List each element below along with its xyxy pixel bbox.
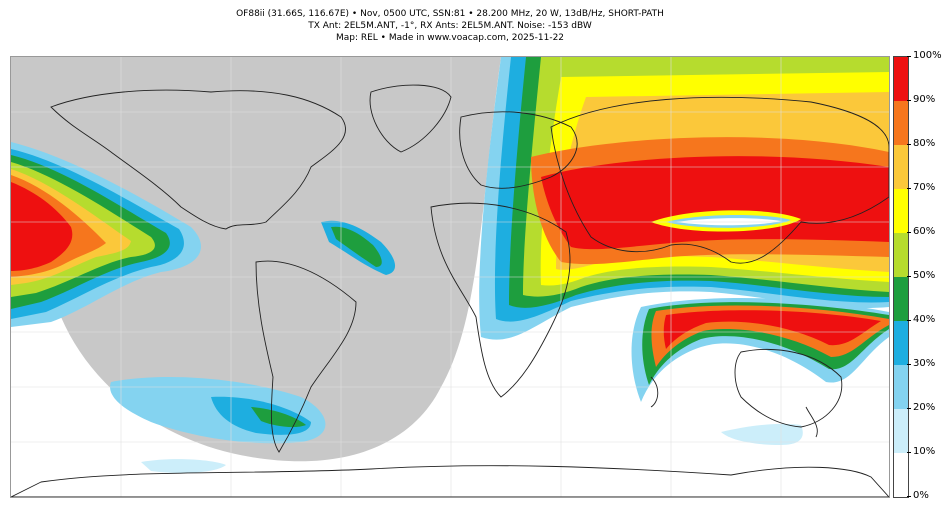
colorbar-band (894, 233, 908, 277)
map-credit: Map: REL • Made in www.voacap.com, 2025-… (335, 33, 565, 43)
colorbar-tick-label: 40% (913, 314, 936, 325)
colorbar-tick-mark (907, 452, 911, 453)
colorbar-band (894, 321, 908, 365)
colorbar-band (894, 57, 908, 101)
asia-outline (550, 96, 889, 264)
colorbar-tick-mark (907, 188, 911, 189)
colorbar-band (894, 101, 908, 145)
map-title: OF88ii (31.66S, 116.67E) • Nov, 0500 UTC… (236, 9, 664, 19)
colorbar-tick-label: 0% (913, 490, 929, 501)
colorbar-tick-label: 10% (913, 446, 936, 457)
africa-outline (430, 202, 571, 398)
colorbar-tick-mark (907, 408, 911, 409)
greenland-outline (369, 84, 452, 153)
colorbar-tick-label: 90% (913, 94, 936, 105)
antarctic-patch (721, 423, 803, 445)
colorbar-tick-mark (907, 364, 911, 365)
pacific-coverage-lobe (11, 142, 201, 327)
antarctica-outline (11, 465, 889, 497)
coastlines (11, 84, 889, 497)
colorbar-band (894, 145, 908, 189)
colorbar-tick-mark (907, 232, 911, 233)
australia-coverage (631, 297, 889, 402)
colorbar-tick-label: 80% (913, 138, 936, 149)
south-america-outline (255, 260, 357, 453)
colorbar-tick-label: 60% (913, 226, 936, 237)
colorbar-tick-label: 30% (913, 358, 936, 369)
eurasia-coverage (479, 57, 889, 340)
colorbar-tick-mark (907, 144, 911, 145)
colorbar-tick-mark (907, 276, 911, 277)
colorbar-tick-mark (907, 100, 911, 101)
colorbar-band (894, 453, 908, 497)
graticule (11, 57, 889, 497)
colorbar-tick-label: 100% (913, 50, 942, 61)
colorbar-tick-label: 20% (913, 402, 936, 413)
colorbar-tick-label: 50% (913, 270, 936, 281)
colorbar-band (894, 189, 908, 233)
north-america-outline (50, 89, 347, 230)
colorbar-band (894, 409, 908, 453)
colorbar-band (894, 277, 908, 321)
colorbar-band (894, 365, 908, 409)
europe-outline (459, 111, 578, 189)
colorbar-tick-mark (907, 56, 911, 57)
colorbar-tick-label: 70% (913, 182, 936, 193)
colorbar-tick-mark (907, 496, 911, 497)
night-shade (11, 57, 501, 462)
antenna-info: TX Ant: 2EL5M.ANT, -1°, RX Ants: 2EL5M.A… (308, 21, 592, 31)
reliability-map (10, 56, 890, 498)
colorbar-tick-mark (907, 320, 911, 321)
reliability-colorbar (893, 56, 909, 498)
australia-outline (734, 349, 843, 428)
